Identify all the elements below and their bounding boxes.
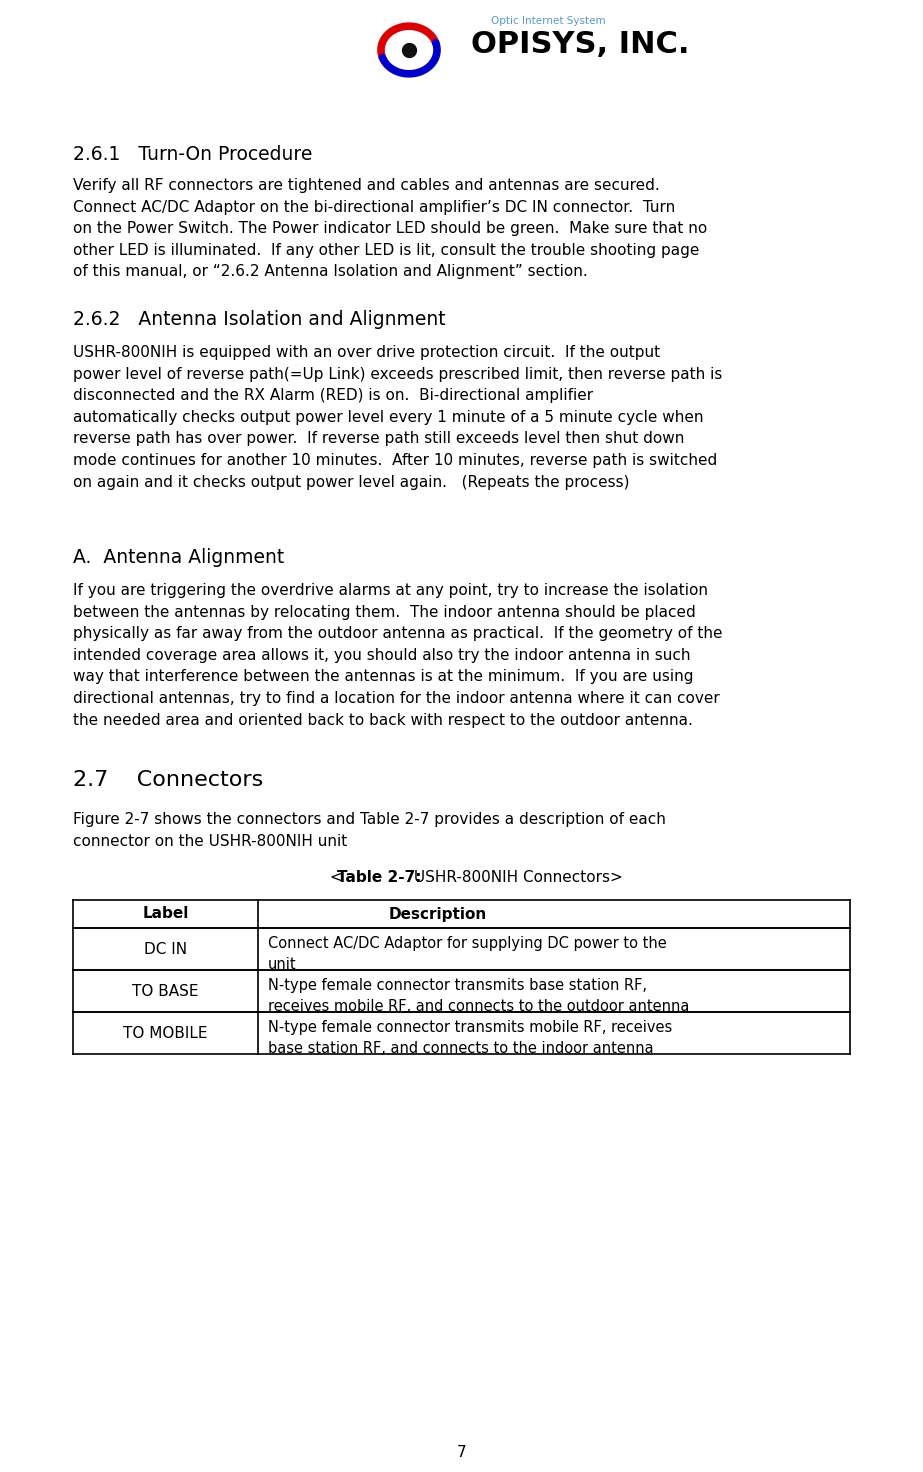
Text: Figure 2-7 shows the connectors and Table 2-7 provides a description of each
con: Figure 2-7 shows the connectors and Tabl… (73, 813, 665, 848)
Text: DC IN: DC IN (144, 942, 187, 957)
Text: Label: Label (142, 907, 188, 921)
Text: If you are triggering the overdrive alarms at any point, try to increase the iso: If you are triggering the overdrive alar… (73, 583, 723, 727)
Text: A.  Antenna Alignment: A. Antenna Alignment (73, 548, 284, 567)
Text: Description: Description (389, 907, 487, 921)
Text: USHR-800NIH Connectors>: USHR-800NIH Connectors> (409, 870, 623, 885)
Text: 7: 7 (457, 1446, 466, 1460)
Text: Table 2-7:: Table 2-7: (337, 870, 422, 885)
Text: <: < (329, 870, 342, 885)
Text: Optic Internet System: Optic Internet System (491, 16, 605, 26)
Text: Verify all RF connectors are tightened and cables and antennas are secured.
Conn: Verify all RF connectors are tightened a… (73, 178, 707, 280)
Text: N-type female connector transmits base station RF,
receives mobile RF, and conne: N-type female connector transmits base s… (268, 977, 689, 1014)
Text: USHR-800NIH is equipped with an over drive protection circuit.  If the output
po: USHR-800NIH is equipped with an over dri… (73, 344, 723, 490)
Text: N-type female connector transmits mobile RF, receives
base station RF, and conne: N-type female connector transmits mobile… (268, 1020, 672, 1055)
Text: 2.6.2   Antenna Isolation and Alignment: 2.6.2 Antenna Isolation and Alignment (73, 311, 446, 330)
Text: OPISYS, INC.: OPISYS, INC. (471, 29, 689, 59)
Text: 2.6.1   Turn-On Procedure: 2.6.1 Turn-On Procedure (73, 146, 312, 163)
Text: 2.7    Connectors: 2.7 Connectors (73, 770, 263, 790)
Text: TO MOBILE: TO MOBILE (124, 1026, 208, 1041)
Text: TO BASE: TO BASE (132, 983, 198, 998)
Text: Connect AC/DC Adaptor for supplying DC power to the
unit: Connect AC/DC Adaptor for supplying DC p… (268, 936, 666, 972)
